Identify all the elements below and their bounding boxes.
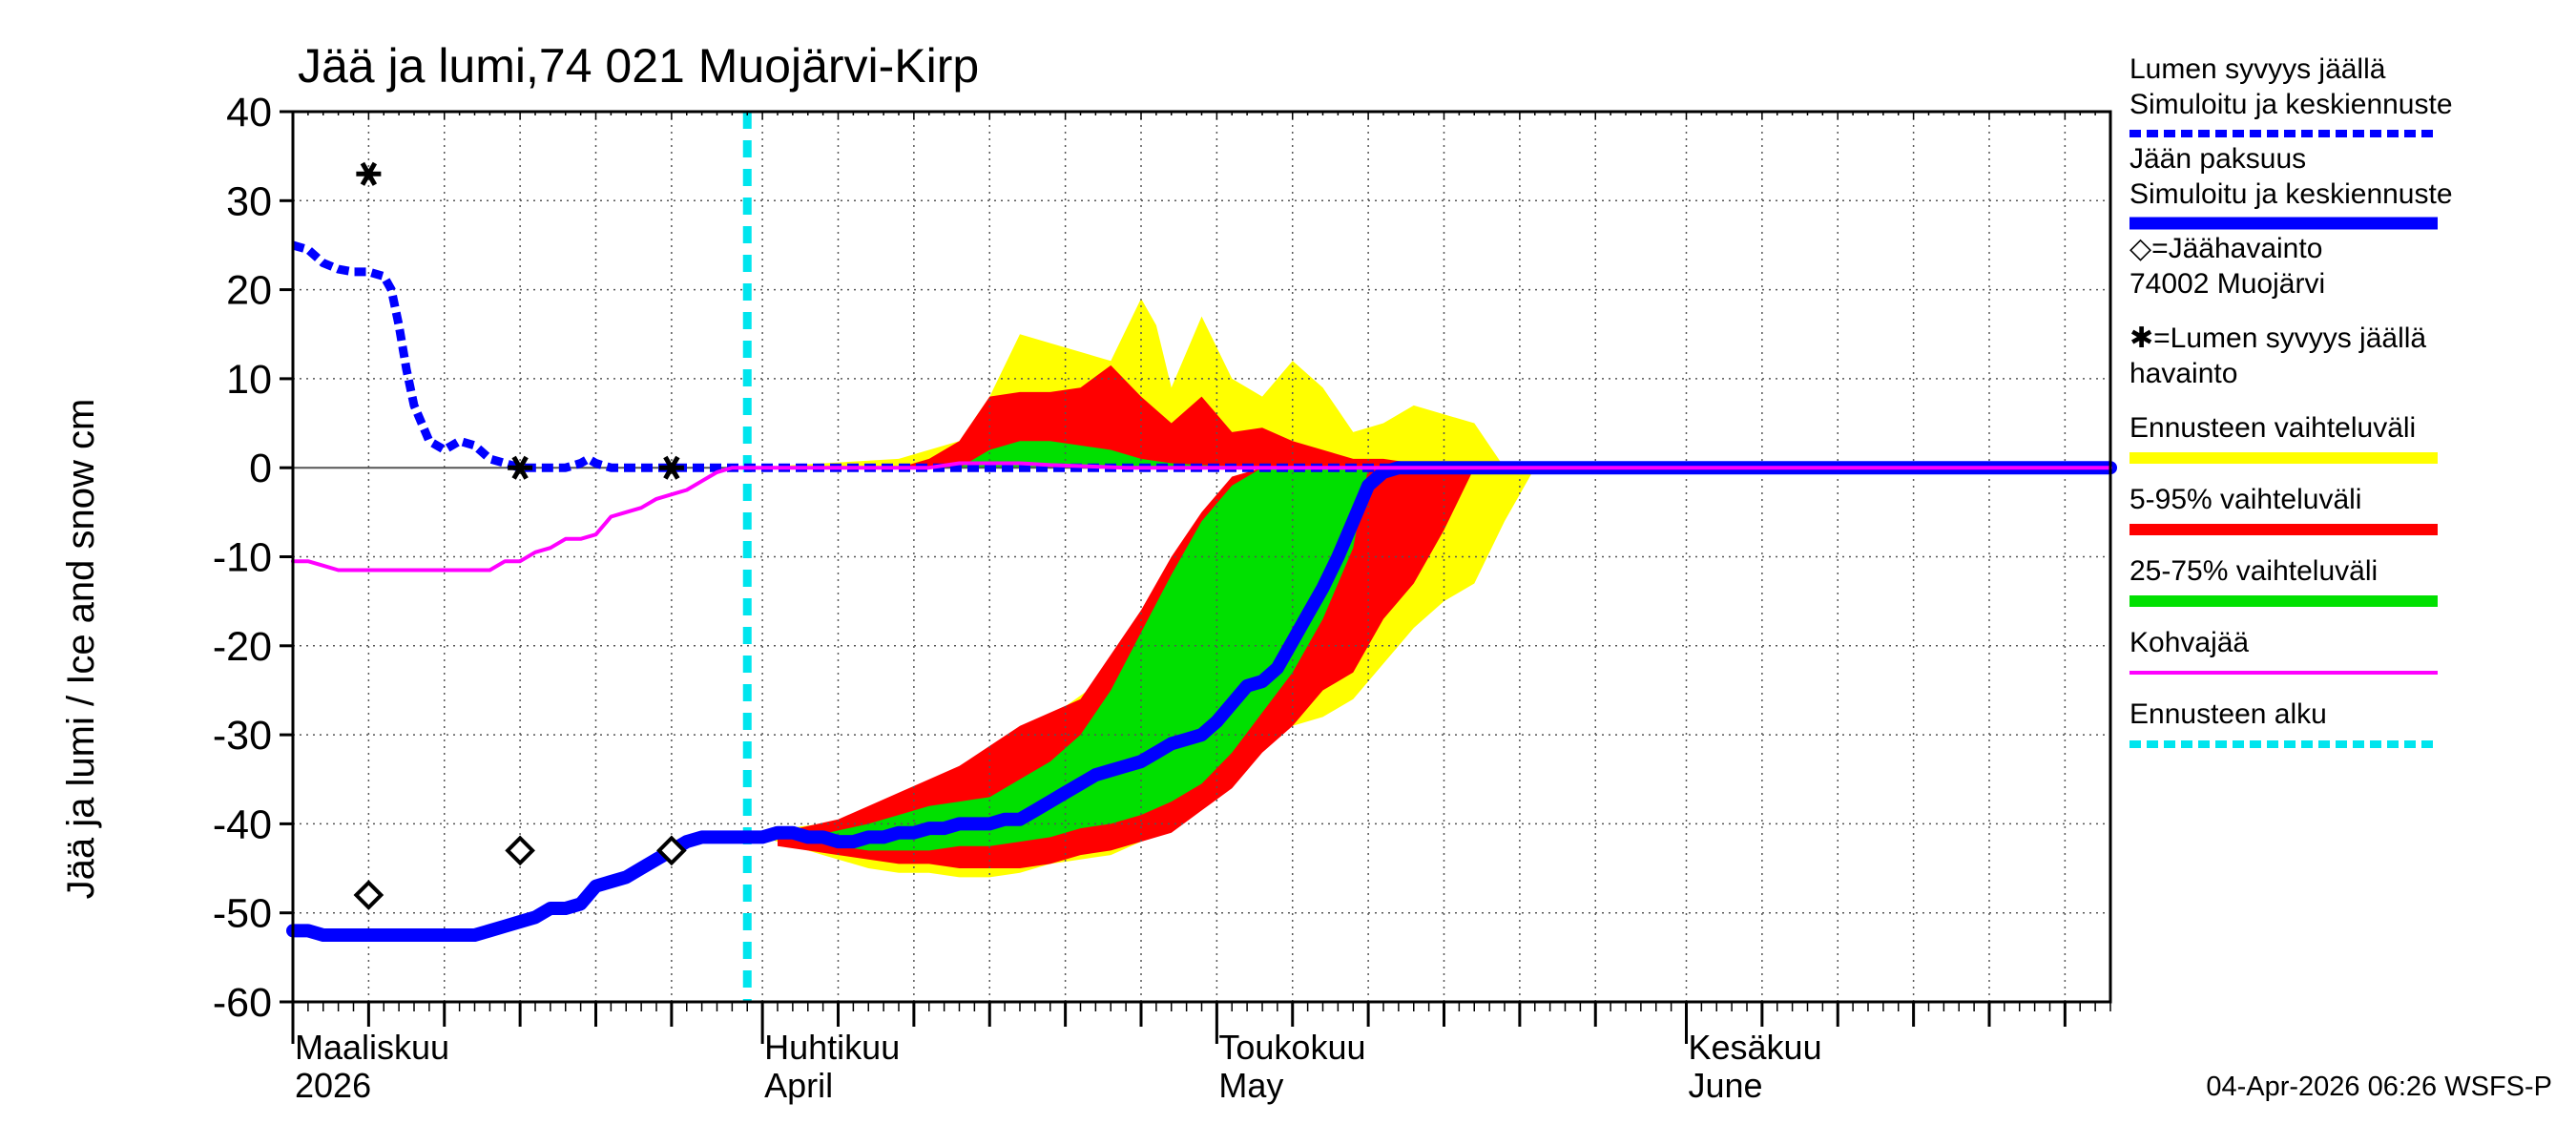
y-tick-label: 10	[226, 357, 272, 403]
y-axis-label: Jää ja lumi / Ice and snow cm	[60, 399, 102, 900]
star-stroke	[511, 455, 529, 480]
legend-label: ◇=Jäähavainto	[2129, 233, 2322, 264]
y-tick-label: 20	[226, 268, 272, 314]
legend-label: 5-95% vaihteluväli	[2129, 484, 2361, 515]
legend: Lumen syvyys jäällä Simuloitu ja keskienn…	[2129, 53, 2453, 748]
legend-label: 25-75% vaihteluväli	[2129, 555, 2378, 587]
snow-depth-line	[291, 240, 2110, 472]
ice-observation-marker	[505, 835, 535, 866]
y-tick-label: -20	[213, 624, 272, 670]
x-month-sublabel: 2026	[295, 1066, 371, 1105]
y-tick-label: 30	[226, 178, 272, 224]
ice-thickness-line	[286, 461, 2117, 942]
x-month-sublabel: April	[764, 1066, 833, 1105]
legend-label: Ennusteen vaihteluväli	[2129, 412, 2416, 444]
legend-item: ✱=Lumen syvyys jäällä havainto	[2129, 323, 2426, 389]
legend-item: Kohvajää	[2129, 627, 2438, 675]
legend-sublabel: 74002 Muojärvi	[2129, 268, 2325, 300]
x-month-label: Toukokuu	[1218, 1028, 1365, 1067]
legend-item: ◇=Jäähavainto 74002 Muojärvi	[2129, 233, 2325, 300]
y-tick-label: -60	[213, 980, 272, 1026]
legend-label: Lumen syvyys jäällä	[2129, 53, 2386, 85]
y-tick-label: -50	[213, 891, 272, 937]
chart-title: Jää ja lumi,74 021 Muojärvi-Kirp	[298, 39, 979, 93]
legend-sublabel: Simuloitu ja keskiennuste	[2129, 178, 2453, 210]
star-stroke	[663, 455, 680, 480]
ice-observation-marker	[656, 835, 687, 866]
timestamp-label: 04-Apr-2026 06:26 WSFS-P	[2206, 1072, 2552, 1102]
x-month-sublabel: May	[1218, 1066, 1283, 1105]
legend-item: Ennusteen alku	[2129, 698, 2438, 748]
legend-label: Kohvajää	[2129, 627, 2249, 658]
legend-swatch	[2129, 452, 2438, 464]
legend-label: Ennusteen alku	[2129, 698, 2327, 730]
axes-layer: 40 30 20 10 0 -10 -20 -30 -40 -50 -60 Maaliskuu2026…	[213, 90, 2112, 1105]
star-stroke	[360, 161, 378, 186]
legend-label: ✱=Lumen syvyys jäällä	[2129, 323, 2426, 354]
x-month-label: Kesäkuu	[1689, 1028, 1822, 1067]
legend-item: Lumen syvyys jäällä Simuloitu ja keskienn…	[2129, 53, 2453, 137]
snow-observation-marker	[658, 455, 684, 480]
series-layer	[286, 112, 2117, 1002]
snow-observation-marker	[356, 161, 382, 186]
legend-swatch	[2129, 595, 2438, 607]
y-tick-label: 40	[226, 90, 272, 135]
y-tick-label: -40	[213, 802, 272, 847]
x-month-sublabel: June	[1689, 1066, 1763, 1105]
y-tick-label: 0	[249, 446, 272, 491]
band-2-ice	[807, 468, 1369, 851]
legend-item: 25-75% vaihteluväli	[2129, 555, 2438, 607]
slush-ice-line	[291, 461, 2112, 572]
legend-item: 5-95% vaihteluväli	[2129, 484, 2438, 535]
legend-sublabel: havainto	[2129, 358, 2237, 389]
legend-item: Ennusteen vaihteluväli	[2129, 412, 2438, 464]
y-tick-label: -30	[213, 713, 272, 759]
x-month-label: Maaliskuu	[295, 1028, 449, 1067]
legend-label: Jään paksuus	[2129, 143, 2306, 175]
band-2-snow	[959, 441, 1293, 468]
legend-sublabel: Simuloitu ja keskiennuste	[2129, 89, 2453, 120]
snow-observation-marker	[508, 455, 533, 480]
y-tick-label: -10	[213, 535, 272, 581]
x-month-label: Huhtikuu	[764, 1028, 900, 1067]
legend-swatch	[2129, 524, 2438, 535]
ice-observation-marker	[353, 880, 384, 910]
